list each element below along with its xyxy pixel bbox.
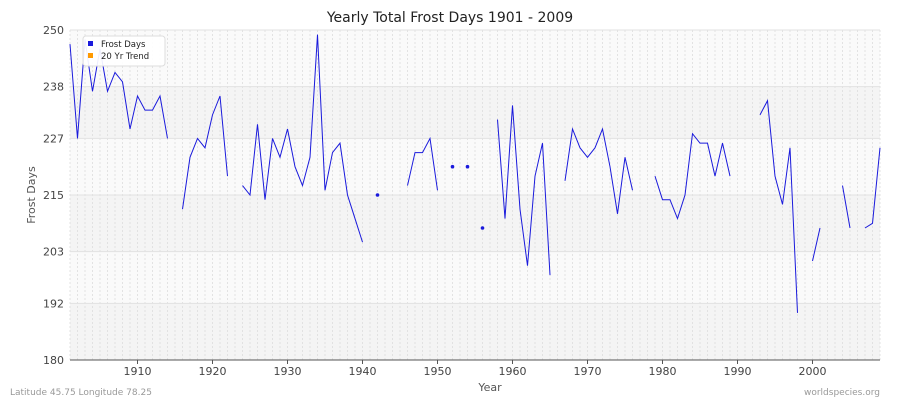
x-axis-label: Year (477, 381, 502, 394)
y-axis-ticks: 180 192 203 215 227 238 250 (43, 24, 64, 367)
y-tick-label: 180 (43, 354, 64, 367)
x-tick-label: 1960 (499, 365, 527, 378)
y-tick-label: 215 (43, 189, 64, 202)
y-tick-label: 250 (43, 24, 64, 37)
y-tick-label: 238 (43, 81, 64, 94)
y-tick-label: 227 (43, 132, 64, 145)
x-tick-label: 2000 (799, 365, 827, 378)
y-axis-label: Frost Days (25, 166, 38, 224)
chart-title: Yearly Total Frost Days 1901 - 2009 (326, 10, 573, 26)
legend-swatch-frost-days (88, 41, 93, 46)
y-tick-label: 192 (43, 297, 64, 310)
footer-location: Latitude 45.75 Longitude 78.25 (10, 388, 152, 398)
legend-label-frost-days: Frost Days (101, 40, 146, 50)
grid-lines (69, 29, 881, 361)
data-point (450, 164, 455, 169)
data-point (480, 226, 485, 230)
footer-source: worldspecies.org (804, 388, 880, 398)
series-frost-days (69, 34, 881, 313)
data-point (465, 164, 470, 169)
x-tick-label: 1930 (274, 365, 302, 378)
series-line-segment (564, 127, 633, 214)
series-line-segment (842, 185, 851, 229)
x-tick-label: 1970 (574, 365, 602, 378)
series-line-segment (812, 227, 821, 262)
series-line-segment (864, 147, 881, 229)
legend-label-trend: 20 Yr Trend (101, 52, 149, 62)
data-point (375, 193, 380, 197)
legend-swatch-trend (88, 53, 93, 58)
series-line-segment (182, 95, 228, 210)
series-line-segment (242, 34, 363, 243)
legend-box (82, 35, 166, 67)
series-line-segment (759, 99, 798, 313)
y-tick-label: 203 (43, 246, 64, 259)
series-line-segment (654, 132, 731, 221)
x-tick-label: 1910 (124, 365, 152, 378)
x-tick-label: 1980 (649, 365, 677, 378)
x-tick-label: 1950 (424, 365, 452, 378)
x-tick-label: 1920 (199, 365, 227, 378)
x-axis-ticks: 1910 1920 1930 1940 1950 1960 1970 1980 1990 2000 (124, 360, 827, 378)
legend: Frost Days 20 Yr Trend (82, 35, 166, 67)
x-tick-label: 1940 (349, 365, 377, 378)
series-line-segment (497, 105, 551, 276)
x-tick-label: 1990 (724, 365, 752, 378)
series-line-segment (407, 136, 438, 191)
